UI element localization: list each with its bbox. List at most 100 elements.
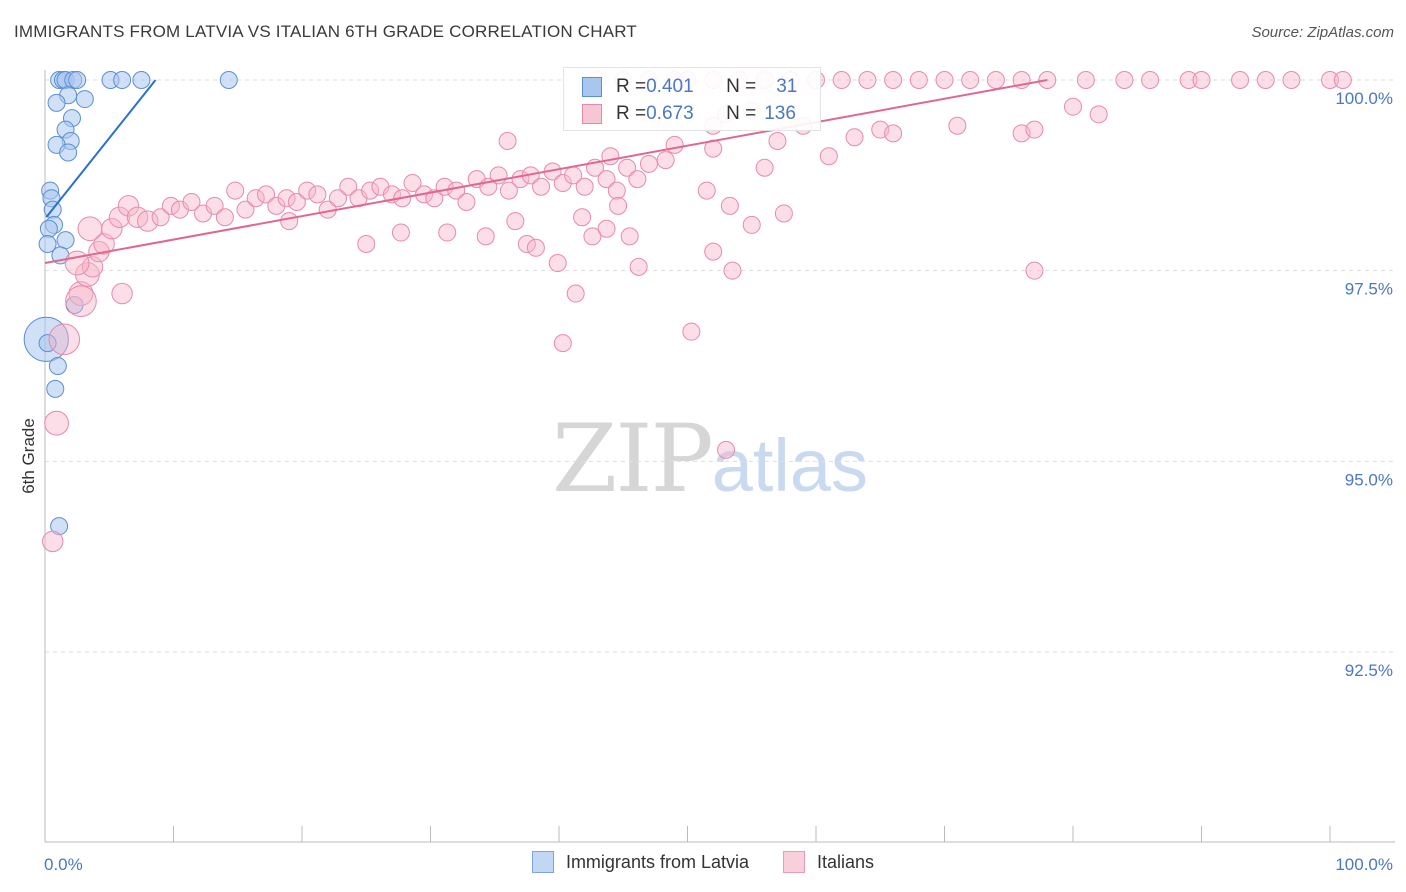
italian-point	[609, 196, 628, 215]
italian-point	[845, 128, 864, 147]
series-legend: Immigrants from Latvia Italians	[0, 851, 1406, 873]
n-value: 136	[764, 103, 796, 124]
italian-point	[182, 193, 201, 212]
latvia-point	[59, 143, 78, 162]
italian-point	[391, 223, 410, 242]
italian-point	[755, 158, 774, 177]
italian-point	[357, 234, 376, 253]
trend-line-italians	[44, 79, 1048, 265]
italian-point	[1025, 261, 1044, 280]
italian-point	[884, 124, 903, 143]
italian-point	[583, 227, 602, 246]
latvia-point	[113, 71, 132, 89]
italian-point	[573, 208, 592, 227]
italian-point	[1282, 71, 1301, 89]
italian-point	[774, 204, 793, 223]
italian-point	[553, 173, 572, 192]
y-tick-label: 100.0%	[1335, 89, 1393, 108]
italian-point	[246, 189, 265, 208]
r-label: R =	[616, 76, 647, 97]
italian-point	[205, 196, 224, 215]
legend-label-italians: Italians	[817, 851, 875, 872]
italian-point	[44, 410, 69, 436]
italian-point	[257, 185, 276, 204]
italian-point	[498, 132, 517, 151]
italian-point	[629, 257, 648, 276]
italian-point	[1231, 71, 1250, 89]
r-label: R =	[616, 103, 647, 124]
series-italians-points	[42, 71, 1352, 553]
italian-point	[1115, 71, 1134, 89]
italian-point	[909, 71, 928, 89]
legend-item-latvia[interactable]: Immigrants from Latvia	[531, 851, 749, 873]
latvia-point	[47, 93, 66, 112]
legend-item-italians[interactable]: Italians	[783, 851, 874, 873]
italian-point	[720, 196, 739, 215]
latvia-point	[219, 71, 238, 89]
italians-legend-swatch	[783, 851, 805, 873]
italian-point	[639, 154, 658, 173]
latvia-point	[39, 219, 58, 238]
watermark-atlas: atlas	[711, 424, 869, 507]
italian-point	[267, 196, 286, 215]
latvia-point	[38, 234, 57, 253]
italian-point	[361, 181, 380, 200]
y-tick-label: 95.0%	[1345, 470, 1393, 489]
italian-point	[77, 216, 103, 242]
italian-point	[682, 322, 701, 341]
latvia-point	[75, 90, 94, 109]
italian-point	[280, 212, 299, 231]
latvia-point	[56, 231, 75, 250]
watermark-zip: ZIP	[552, 405, 714, 514]
italian-point	[717, 440, 736, 459]
italian-point	[884, 71, 903, 89]
italian-point	[723, 261, 742, 280]
italian-point	[236, 200, 255, 219]
italian-point	[1076, 71, 1095, 89]
italian-point	[1064, 97, 1082, 116]
italians-swatch	[582, 104, 602, 124]
stats-legend: R = 0.401 N = 31 R = 0.673 N = 136	[563, 67, 821, 131]
italian-point	[457, 193, 476, 212]
italian-point	[597, 219, 616, 238]
italian-point	[575, 177, 594, 196]
italian-point	[620, 227, 639, 246]
italian-point	[506, 212, 525, 231]
chart-title: IMMIGRANTS FROM LATVIA VS ITALIAN 6TH GR…	[14, 22, 638, 41]
italian-point	[517, 234, 536, 253]
axis-labels: 100.0% 97.5% 95.0% 92.5% 0.0% 100.0% 6th Grade	[19, 89, 1393, 874]
italian-point	[1089, 105, 1108, 124]
italian-point	[298, 181, 317, 200]
italian-point	[1141, 71, 1160, 89]
italian-point	[1333, 71, 1352, 89]
stats-row-italians: R = 0.673 N = 136	[582, 101, 796, 127]
italian-point	[526, 238, 545, 257]
n-value: 31	[776, 76, 798, 97]
italian-point	[742, 215, 761, 234]
italian-point	[607, 181, 626, 200]
italian-point	[499, 181, 518, 200]
italian-point	[961, 71, 980, 89]
italian-point	[628, 170, 647, 189]
italian-point	[308, 185, 327, 204]
latvia-point	[68, 71, 87, 89]
latvia-point	[50, 517, 69, 536]
italian-point	[68, 281, 94, 306]
stats-row-latvia: R = 0.401 N = 31	[582, 74, 797, 100]
italian-point	[597, 170, 616, 189]
italian-point	[1321, 71, 1339, 89]
latvia-point	[132, 71, 151, 89]
y-tick-label: 92.5%	[1345, 661, 1393, 680]
italian-point	[665, 135, 684, 154]
italian-point	[532, 177, 551, 196]
italian-point	[548, 254, 567, 273]
latvia-swatch	[582, 77, 602, 97]
italian-point	[832, 71, 851, 89]
italian-point	[151, 208, 170, 227]
source-note: Source: ZipAtlas.com	[1251, 24, 1394, 41]
n-label: N =	[726, 103, 757, 124]
italian-point	[277, 189, 296, 208]
italian-point	[1256, 71, 1275, 89]
italian-point	[566, 284, 585, 303]
n-label: N =	[726, 76, 757, 97]
